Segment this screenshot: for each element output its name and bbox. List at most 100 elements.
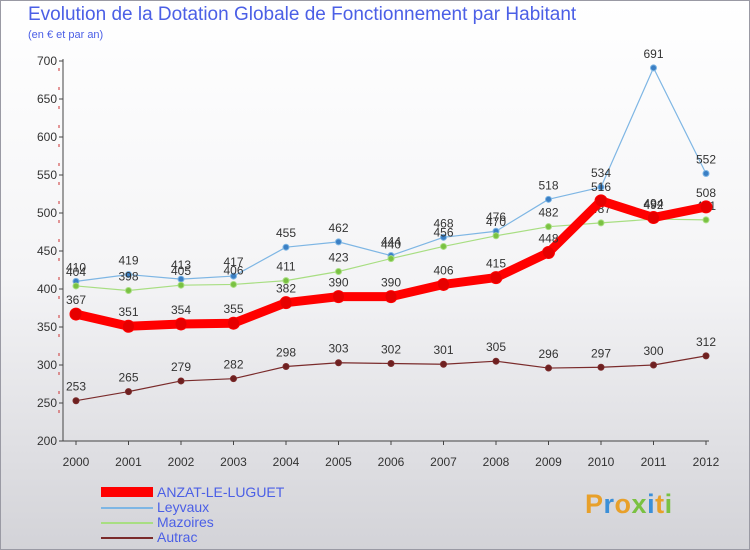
- legend-label-leyvaux: Leyvaux: [157, 499, 210, 515]
- data-point-anzat-le-luguet: [332, 290, 345, 304]
- data-point-anzat-le-luguet: [489, 271, 503, 285]
- data-label-autrac: 302: [381, 342, 401, 356]
- data-label-mazoires: 482: [538, 206, 558, 220]
- data-label-mazoires: 398: [118, 270, 138, 284]
- logo-letter: o: [614, 489, 632, 519]
- legend-swatch-autrac: [101, 537, 153, 539]
- data-label-leyvaux: 419: [118, 254, 138, 268]
- data-point-mazoires: [702, 216, 710, 224]
- data-point-mazoires: [177, 281, 185, 289]
- data-point-mazoires: [492, 232, 500, 240]
- data-point-mazoires: [125, 287, 132, 295]
- chart-subtitle: (en € et par an): [28, 29, 104, 41]
- y-tick-label: 450: [37, 244, 57, 258]
- data-point-autrac: [650, 361, 657, 369]
- x-tick-label: 2007: [430, 455, 457, 469]
- legend-label-anzat: ANZAT-LE-LUGUET: [157, 484, 285, 500]
- data-label-mazoires: 492: [643, 198, 663, 212]
- data-point-anzat-le-luguet: [174, 317, 188, 331]
- y-tick-label: 500: [37, 206, 57, 220]
- data-label-mazoires: 470: [486, 215, 506, 229]
- legend-label-mazoires: Mazoires: [157, 514, 214, 530]
- x-tick-label: 2003: [220, 455, 247, 469]
- data-point-autrac: [545, 364, 552, 372]
- data-label-autrac: 265: [118, 371, 138, 385]
- data-label-autrac: 300: [643, 344, 663, 358]
- data-point-autrac: [597, 363, 605, 371]
- x-tick-label: 2001: [115, 455, 142, 469]
- logo-letter: x: [631, 489, 648, 519]
- y-tick-label: 650: [37, 92, 57, 106]
- data-point-mazoires: [72, 282, 80, 290]
- data-label-leyvaux: 468: [433, 216, 453, 230]
- logo-letter: i: [664, 489, 673, 519]
- proxiti-logo: Proxiti: [585, 489, 673, 520]
- data-label-autrac: 312: [696, 335, 716, 349]
- data-label-leyvaux: 413: [171, 258, 191, 272]
- data-point-autrac: [335, 359, 342, 367]
- data-point-leyvaux: [282, 243, 290, 251]
- data-point-anzat-le-luguet: [542, 246, 555, 260]
- data-point-anzat-le-luguet: [279, 296, 293, 310]
- data-label-anzat-le-luguet: 406: [433, 263, 453, 277]
- data-point-leyvaux: [702, 169, 710, 177]
- x-tick-label: 2006: [378, 455, 405, 469]
- data-point-leyvaux: [335, 238, 342, 246]
- logo-letter: i: [647, 489, 656, 519]
- logo-letter: r: [603, 489, 615, 519]
- data-point-mazoires: [282, 277, 290, 285]
- x-tick-label: 2005: [325, 455, 352, 469]
- y-tick-label: 400: [37, 282, 57, 296]
- y-tick-label: 350: [37, 320, 57, 334]
- data-point-anzat-le-luguet: [227, 316, 240, 330]
- data-point-autrac: [177, 377, 185, 385]
- data-label-anzat-le-luguet: 354: [171, 303, 191, 317]
- data-label-mazoires: 411: [276, 260, 295, 274]
- data-point-mazoires: [230, 280, 237, 288]
- data-point-leyvaux: [440, 233, 447, 241]
- data-point-mazoires: [597, 219, 605, 227]
- data-label-anzat-le-luguet: 355: [223, 302, 243, 316]
- data-label-autrac: 279: [171, 360, 191, 374]
- data-label-autrac: 282: [223, 358, 243, 372]
- data-label-anzat-le-luguet: 448: [538, 232, 558, 246]
- data-label-autrac: 305: [486, 340, 506, 354]
- data-label-leyvaux: 691: [643, 47, 663, 61]
- data-point-anzat-le-luguet: [122, 319, 135, 333]
- data-point-mazoires: [387, 255, 395, 263]
- x-tick-label: 2012: [693, 455, 720, 469]
- y-tick-label: 600: [37, 130, 57, 144]
- data-label-leyvaux: 410: [66, 260, 86, 274]
- data-label-leyvaux: 552: [696, 152, 716, 166]
- data-point-leyvaux: [597, 183, 605, 191]
- legend-swatch-leyvaux: [101, 507, 153, 509]
- x-tick-label: 2010: [588, 455, 615, 469]
- x-tick-label: 2008: [483, 455, 510, 469]
- data-label-mazoires: 404: [66, 265, 86, 279]
- data-label-autrac: 301: [433, 343, 453, 357]
- data-label-anzat-le-luguet: 508: [696, 186, 716, 200]
- y-tick-label: 700: [37, 54, 57, 68]
- logo-letter: t: [655, 489, 665, 519]
- data-point-mazoires: [335, 268, 342, 276]
- data-label-leyvaux: 462: [328, 221, 348, 235]
- data-label-anzat-le-luguet: 390: [328, 276, 348, 290]
- data-point-autrac: [387, 359, 395, 367]
- y-tick-label: 550: [37, 168, 57, 182]
- data-point-leyvaux: [650, 64, 657, 72]
- data-label-anzat-le-luguet: 351: [118, 305, 138, 319]
- data-label-anzat-le-luguet: 494: [643, 197, 663, 211]
- data-point-leyvaux: [125, 271, 132, 279]
- data-point-anzat-le-luguet: [437, 277, 450, 291]
- data-label-mazoires: 456: [433, 225, 453, 239]
- x-tick-label: 2009: [535, 455, 562, 469]
- data-label-anzat-le-luguet: 516: [591, 180, 611, 194]
- data-label-leyvaux: 534: [591, 166, 611, 180]
- data-label-autrac: 253: [66, 380, 86, 394]
- data-label-mazoires: 423: [328, 251, 348, 265]
- legend-swatch-mazoires: [101, 522, 153, 524]
- data-label-autrac: 296: [538, 347, 558, 361]
- data-label-anzat-le-luguet: 390: [381, 276, 401, 290]
